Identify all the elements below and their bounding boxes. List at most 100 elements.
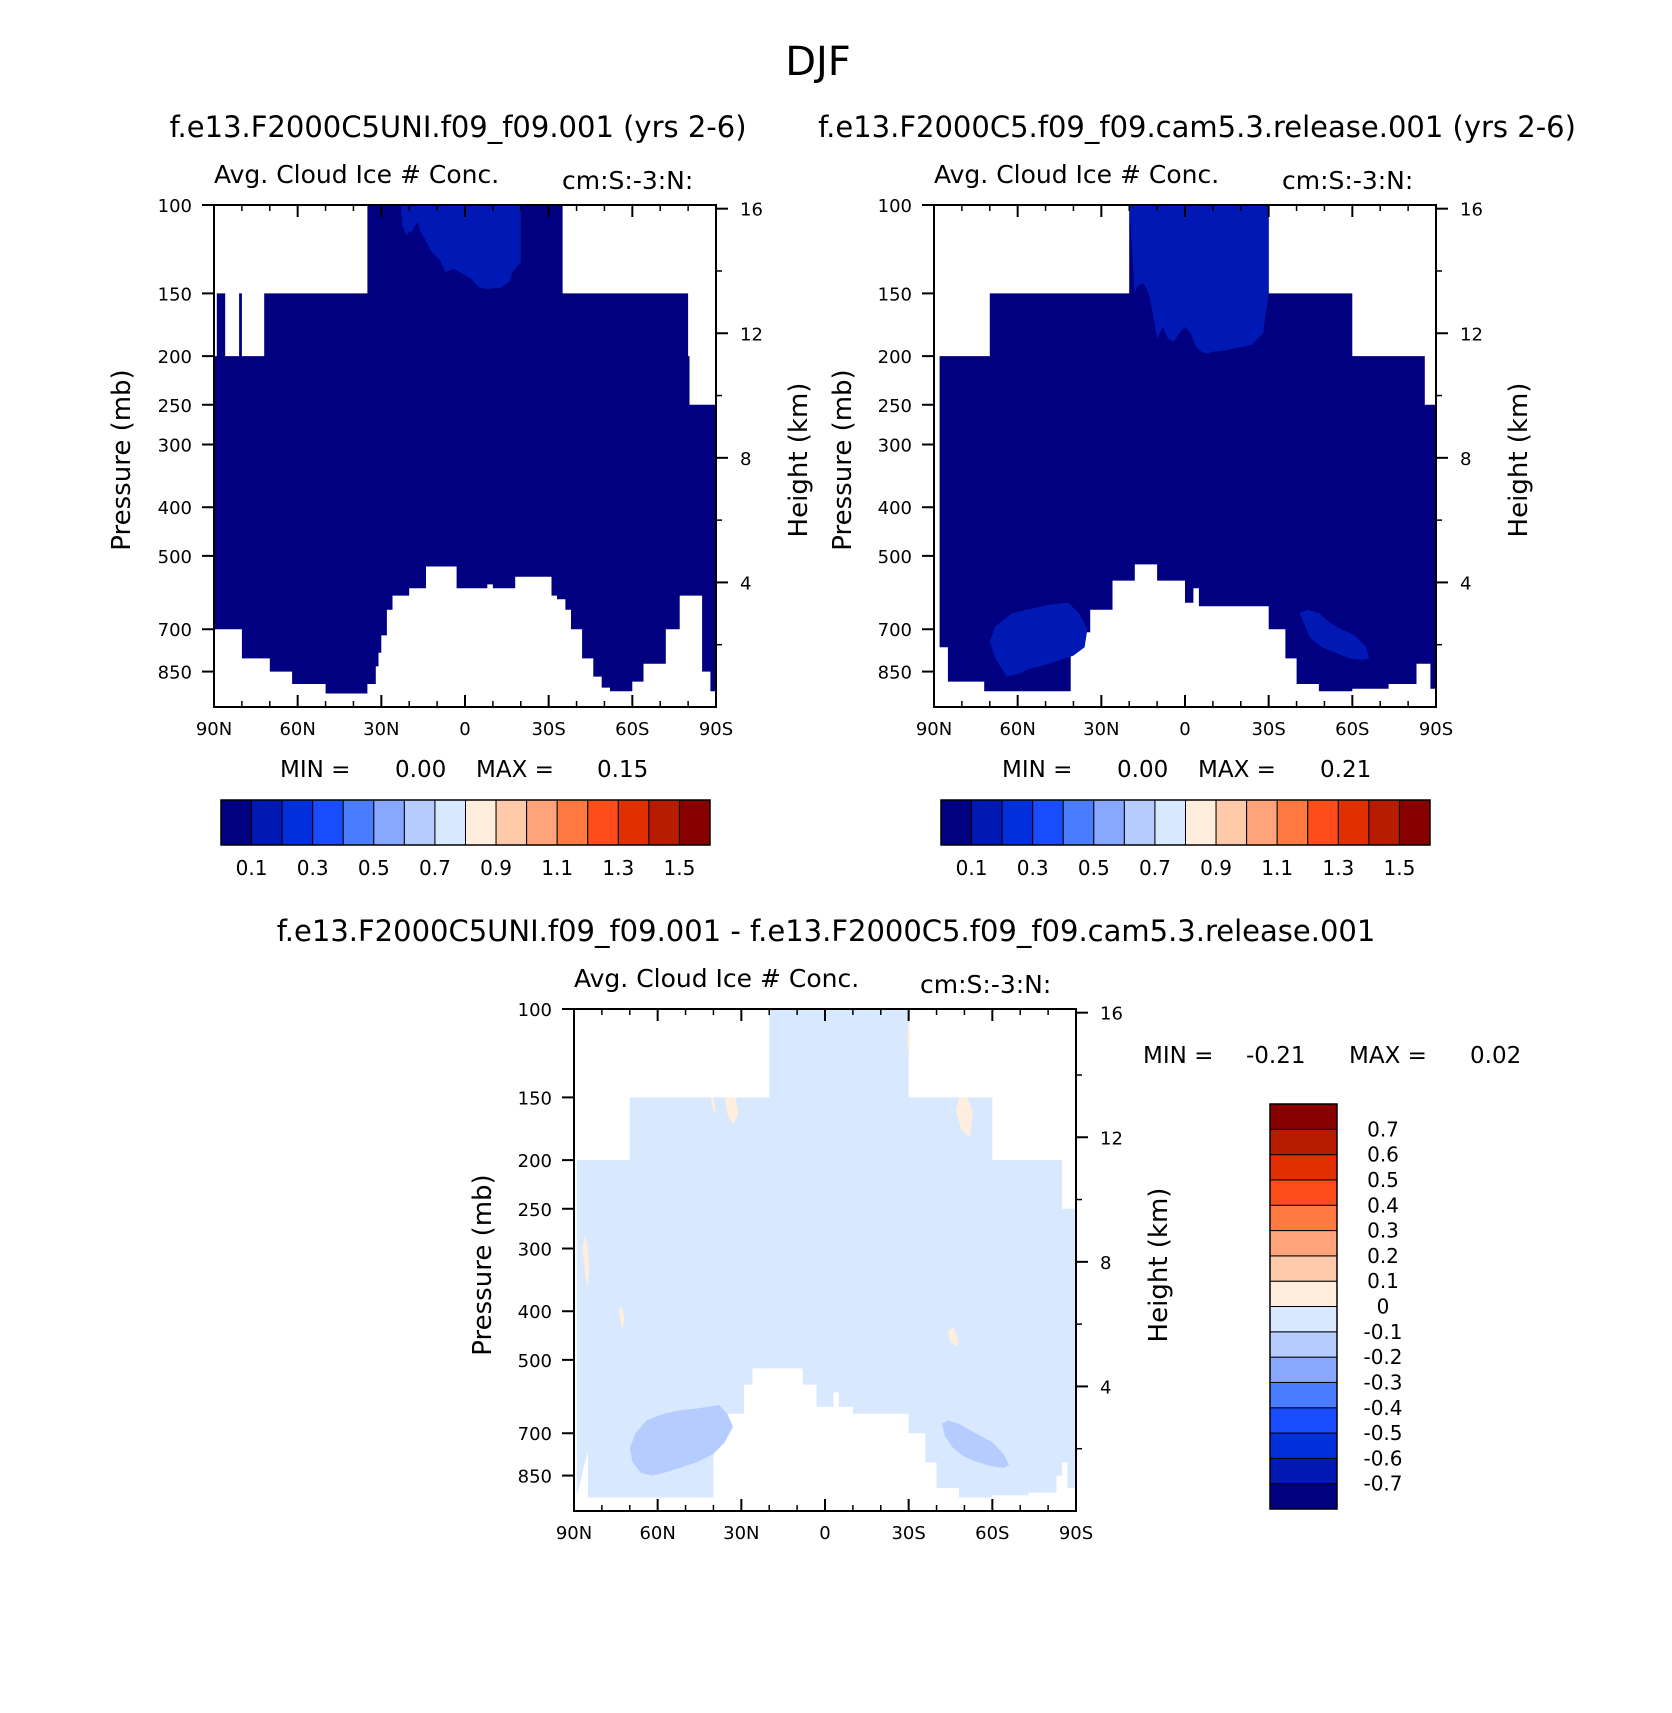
colorbar-box: [1307, 799, 1339, 846]
colorbar-label: 1.3: [602, 856, 634, 880]
y-tick-label: 850: [518, 1467, 552, 1488]
contour-region-6: [956, 1097, 973, 1138]
plot-area: 90N 60N 30N 0 30S 60S 90S 100 150 200 250 300 400 500…: [878, 196, 1483, 740]
colorbar-box: [1093, 799, 1125, 846]
stat-min-label: MIN =: [1002, 757, 1072, 783]
main-title: DJF: [785, 39, 851, 85]
colorbar-box: [1269, 1204, 1338, 1232]
colorbar-label: -0.2: [1363, 1345, 1402, 1369]
stat-max-label: MAX =: [476, 757, 554, 783]
x-tick-label: 30S: [891, 1523, 925, 1544]
stat-min-value: -0.21: [1246, 1043, 1306, 1069]
x-tick-label: 60N: [279, 719, 315, 740]
colorbar-box: [1215, 799, 1248, 846]
y-tick-label: 250: [158, 396, 192, 417]
y-tick-label: 400: [878, 498, 912, 519]
colorbar: 0.1 0.3 0.5 0.7 0.9 1.1 1.3 1.5: [940, 799, 1431, 880]
y-tick-label: 250: [518, 1200, 552, 1221]
y-tick-label: 850: [158, 663, 192, 684]
colorbar-box: [1398, 799, 1431, 846]
colorbar-label: 0.9: [480, 856, 512, 880]
colorbar-box: [1269, 1128, 1338, 1156]
y-tick-label: 300: [518, 1240, 552, 1261]
stat-max-value: 0.02: [1470, 1043, 1521, 1069]
colorbar-box: [1246, 799, 1278, 846]
colorbar-box: [617, 799, 650, 846]
colorbar-label: -0.4: [1363, 1396, 1402, 1420]
y-tick-label: 300: [158, 436, 192, 457]
colorbar-label: 0.7: [1367, 1117, 1399, 1141]
y-tick-label: 200: [518, 1151, 552, 1172]
y-tick-label: 100: [158, 196, 192, 217]
colorbar-box: [587, 799, 619, 846]
colorbar-box: [1337, 799, 1370, 846]
height-tick-label: 4: [1460, 573, 1471, 594]
x-tick-label: 60N: [639, 1523, 675, 1544]
colorbar-box: [971, 799, 1003, 846]
right-axis-label: Height (km): [1504, 383, 1534, 538]
colorbar-box: [434, 799, 466, 846]
contour-region-1: [400, 205, 521, 289]
contour-region-1: [1129, 205, 1269, 354]
colorbar-box: [251, 799, 283, 846]
y-tick-label: 850: [878, 663, 912, 684]
y-axis-label: Pressure (mb): [468, 1174, 498, 1355]
colorbar-label: 0.4: [1367, 1193, 1399, 1217]
y-tick-label: 150: [158, 284, 192, 305]
contour-region-2: [942, 1420, 1010, 1468]
x-tick-label: 30N: [1083, 719, 1119, 740]
x-tick-label: 30S: [531, 719, 565, 740]
colorbar-box: [526, 799, 558, 846]
height-tick-label: 8: [740, 449, 751, 470]
stat-max-value: 0.15: [597, 757, 648, 783]
y-tick-label: 300: [878, 436, 912, 457]
x-tick-label: 30S: [1251, 719, 1285, 740]
colorbar-label: 0.1: [956, 856, 988, 880]
y-tick-label: 250: [878, 396, 912, 417]
y-tick-label: 400: [158, 498, 192, 519]
height-tick-label: 16: [1460, 200, 1483, 221]
colorbar-box: [1269, 1306, 1338, 1333]
y-tick-label: 400: [518, 1302, 552, 1323]
colorbar-box: [495, 799, 528, 846]
colorbar-box: [220, 799, 253, 846]
panel-title-test: f.e13.F2000C5UNI.f09_f09.001 (yrs 2-6): [169, 110, 746, 144]
y-tick-label: 500: [878, 547, 912, 568]
plot-area: 90N 60N 30N 0 30S 60S 90S 100 150 200 250 300 400 500…: [518, 1000, 1123, 1544]
x-tick-label: 60N: [999, 719, 1035, 740]
colorbar-label: -0.5: [1363, 1421, 1402, 1445]
colorbar-box: [373, 799, 405, 846]
contour-region-0: [934, 205, 1436, 692]
colorbar-label: 0.5: [1367, 1168, 1399, 1192]
contour-region-1: [629, 1405, 733, 1476]
stat-min-label: MIN =: [280, 757, 350, 783]
colorbar-box: [403, 799, 436, 846]
panel-title-difference: f.e13.F2000C5UNI.f09_f09.001 - f.e13.F20…: [277, 914, 1376, 948]
colorbar-label: 0.3: [297, 856, 329, 880]
contour-region-0: [576, 1009, 1076, 1498]
x-tick-label: 30N: [363, 719, 399, 740]
x-tick-label: 90S: [1059, 1523, 1093, 1544]
x-tick-label: 60S: [615, 719, 649, 740]
stat-min-value: 0.00: [395, 757, 446, 783]
units-label: cm:S:-3:N:: [1282, 166, 1413, 195]
y-tick-label: 100: [518, 1000, 552, 1021]
colorbar-box: [1269, 1255, 1338, 1282]
colorbar-box: [556, 799, 589, 846]
colorbar-box: [1185, 799, 1217, 846]
units-label: cm:S:-3:N:: [562, 166, 693, 195]
plot-title: Avg. Cloud Ice # Conc.: [214, 160, 499, 189]
colorbar-box: [1123, 799, 1156, 846]
colorbar-label: -0.3: [1363, 1370, 1402, 1394]
colorbar-box: [1154, 799, 1186, 846]
contour-region-9: [907, 1009, 911, 1058]
height-tick-label: 8: [1100, 1253, 1111, 1274]
height-tick-label: 4: [740, 573, 751, 594]
right-axis-label: Height (km): [784, 383, 814, 538]
colorbar-box: [1269, 1381, 1338, 1409]
colorbar-label: 0.5: [1078, 856, 1110, 880]
height-tick-label: 12: [740, 324, 763, 345]
colorbar-box: [940, 799, 973, 846]
x-tick-label: 0: [819, 1523, 830, 1544]
